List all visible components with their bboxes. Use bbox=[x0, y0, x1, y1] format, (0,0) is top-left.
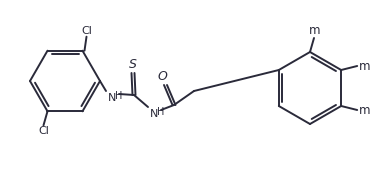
Text: N: N bbox=[150, 109, 158, 119]
Text: m: m bbox=[359, 103, 371, 117]
Text: m: m bbox=[359, 59, 371, 73]
Text: Cl: Cl bbox=[81, 26, 92, 36]
Text: N: N bbox=[108, 93, 116, 103]
Text: H: H bbox=[115, 91, 122, 101]
Text: Cl: Cl bbox=[38, 126, 49, 136]
Text: m: m bbox=[309, 24, 321, 37]
Text: O: O bbox=[157, 70, 167, 83]
Text: H: H bbox=[156, 107, 164, 117]
Text: S: S bbox=[129, 58, 137, 71]
